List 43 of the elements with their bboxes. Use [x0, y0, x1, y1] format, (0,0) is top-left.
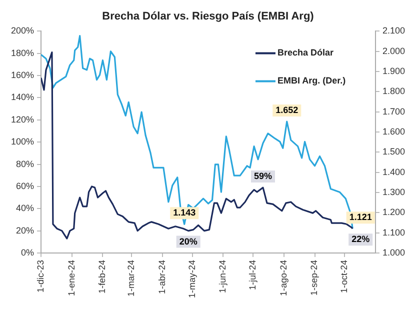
legend-label: EMBI Arg. (Der.)	[277, 76, 346, 86]
y-tick-label: 120%	[10, 114, 34, 124]
y2-tick-label: 1.000	[382, 247, 406, 258]
x-tick-label: 1-ene-24	[66, 260, 76, 296]
data-label: 1.121	[349, 212, 372, 222]
x-tick-label: 1-jun-24	[218, 260, 228, 294]
y2-tick-label: 1.300	[382, 186, 406, 197]
y2-tick-label: 1.500	[382, 146, 406, 157]
y2-tick-label: 1.400	[382, 166, 406, 177]
data-label: 1.143	[173, 208, 196, 218]
data-label: 59%	[254, 171, 272, 182]
y-tick-label: 180%	[10, 48, 34, 58]
data-label: 22%	[352, 234, 370, 244]
y-tick-label: 40%	[16, 203, 34, 214]
x-tick-label: 1-sep-24	[309, 260, 320, 296]
y-tick-label: 200%	[10, 26, 34, 36]
y-tick-label: 140%	[10, 92, 34, 102]
x-tick-label: 1-may-24	[186, 260, 197, 298]
x-tick-label: 1-ago-24	[278, 260, 288, 296]
x-tick-label: 1-jul-24	[248, 260, 258, 290]
y2-tick-label: 1.800	[382, 86, 406, 96]
chart-title: Brecha Dólar vs. Riesgo País (EMBI Arg)	[102, 10, 314, 23]
x-tick-label: 1-dic-23	[36, 260, 46, 293]
y-tick-label: 160%	[10, 70, 34, 80]
x-tick-label: 1-oct-24	[339, 260, 350, 294]
y2-tick-label: 1.900	[382, 66, 406, 76]
y-tick-label: 20%	[16, 225, 34, 236]
x-tick-label: 1-feb-24	[97, 260, 108, 294]
y2-tick-label: 2.000	[382, 46, 406, 56]
y-tick-label: 0%	[21, 247, 34, 258]
y2-tick-label: 1.600	[382, 126, 406, 136]
x-tick-label: 1-mar-24	[126, 260, 136, 297]
y-tick-label: 100%	[10, 136, 34, 147]
legend-label: Brecha Dólar	[277, 48, 334, 58]
y2-tick-label: 2.100	[382, 26, 406, 36]
y2-tick-label: 1.700	[382, 106, 406, 116]
y2-tick-label: 1.200	[382, 207, 406, 218]
y-tick-label: 60%	[16, 180, 34, 191]
data-label: 20%	[179, 236, 198, 246]
x-tick-label: 1-abr-24	[156, 260, 167, 294]
y-tick-label: 80%	[16, 158, 34, 169]
data-label: 1.652	[276, 105, 298, 116]
y2-tick-label: 1.100	[382, 227, 406, 238]
